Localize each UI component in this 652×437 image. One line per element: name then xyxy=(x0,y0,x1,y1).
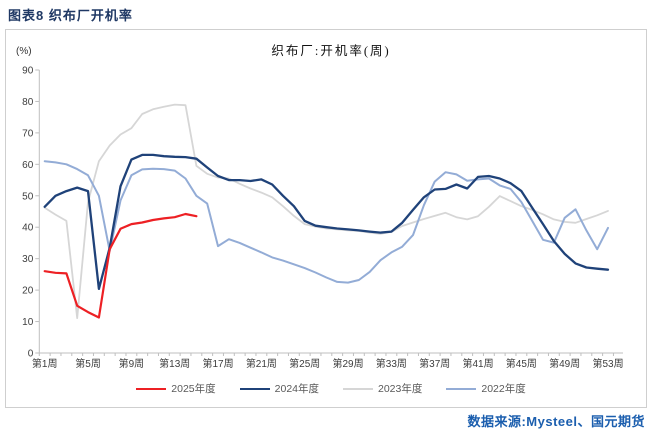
data-source-note: 数据来源:Mysteel、国元期货 xyxy=(467,414,645,429)
series-line-2022年度 xyxy=(43,160,609,284)
x-tick-label: 第41周 xyxy=(462,357,493,370)
figure-caption: 图表8 织布厂开机率 xyxy=(8,8,133,23)
series-line-2024年度 xyxy=(43,153,610,291)
x-tick-label: 第29周 xyxy=(332,357,363,370)
x-tick-label: 第53周 xyxy=(592,357,623,370)
y-axis-unit-label: (%) xyxy=(16,46,32,57)
plot-area: 0 10 20 30 40 50 60 70 80 90 第1周 第5周 第9周 第13周 第17周 第21周… xyxy=(22,66,623,371)
legend-label: 2025年度 xyxy=(171,383,216,395)
legend-item-2024年度: 2024年度 xyxy=(239,381,319,396)
y-tick-label: 10 xyxy=(22,317,34,328)
legend-label: 2024年度 xyxy=(274,383,319,395)
legend: 2025年度 2024年度 2023年度 2022年度 xyxy=(39,381,623,396)
x-tick-label: 第45周 xyxy=(506,357,537,370)
legend-swatch xyxy=(136,387,167,390)
legend-swatch xyxy=(239,387,270,390)
chart-card: 织布厂:开机率(周) (%) 0 10 20 30 40 50 60 70 80 90 第1周 第5周… xyxy=(5,29,647,408)
x-tick-label: 第49周 xyxy=(549,357,580,370)
x-tick-label: 第17周 xyxy=(202,357,233,370)
series-line-2023年度 xyxy=(43,103,609,320)
x-tick-label: 第21周 xyxy=(246,357,277,370)
x-tick-label: 第25周 xyxy=(289,357,320,370)
legend-label: 2022年度 xyxy=(481,383,526,395)
x-tick-label: 第5周 xyxy=(75,357,101,370)
legend-item-2023年度: 2023年度 xyxy=(343,381,422,396)
x-tick-label: 第13周 xyxy=(159,357,190,370)
x-tick-label: 第33周 xyxy=(376,357,407,370)
series-line-2025年度 xyxy=(43,212,198,319)
y-tick-label: 40 xyxy=(22,223,34,234)
legend-label: 2023年度 xyxy=(378,383,423,395)
x-tick-label: 第9周 xyxy=(119,357,145,370)
chart-title: 织布厂:开机率(周) xyxy=(271,44,391,58)
y-tick-label: 30 xyxy=(22,254,34,265)
x-tick-label: 第37周 xyxy=(419,357,450,370)
y-tick-label: 80 xyxy=(22,97,34,108)
y-tick-label: 90 xyxy=(22,66,34,77)
legend-item-2025年度: 2025年度 xyxy=(136,381,216,396)
legend-swatch xyxy=(446,387,477,390)
y-tick-label: 20 xyxy=(22,286,34,297)
legend-swatch xyxy=(343,387,373,390)
x-tick-label: 第1周 xyxy=(32,357,58,370)
y-tick-label: 0 xyxy=(28,349,34,360)
y-tick-label: 50 xyxy=(22,191,34,202)
y-tick-label: 70 xyxy=(22,128,34,139)
legend-item-2022年度: 2022年度 xyxy=(446,381,526,396)
y-tick-label: 60 xyxy=(22,160,34,171)
